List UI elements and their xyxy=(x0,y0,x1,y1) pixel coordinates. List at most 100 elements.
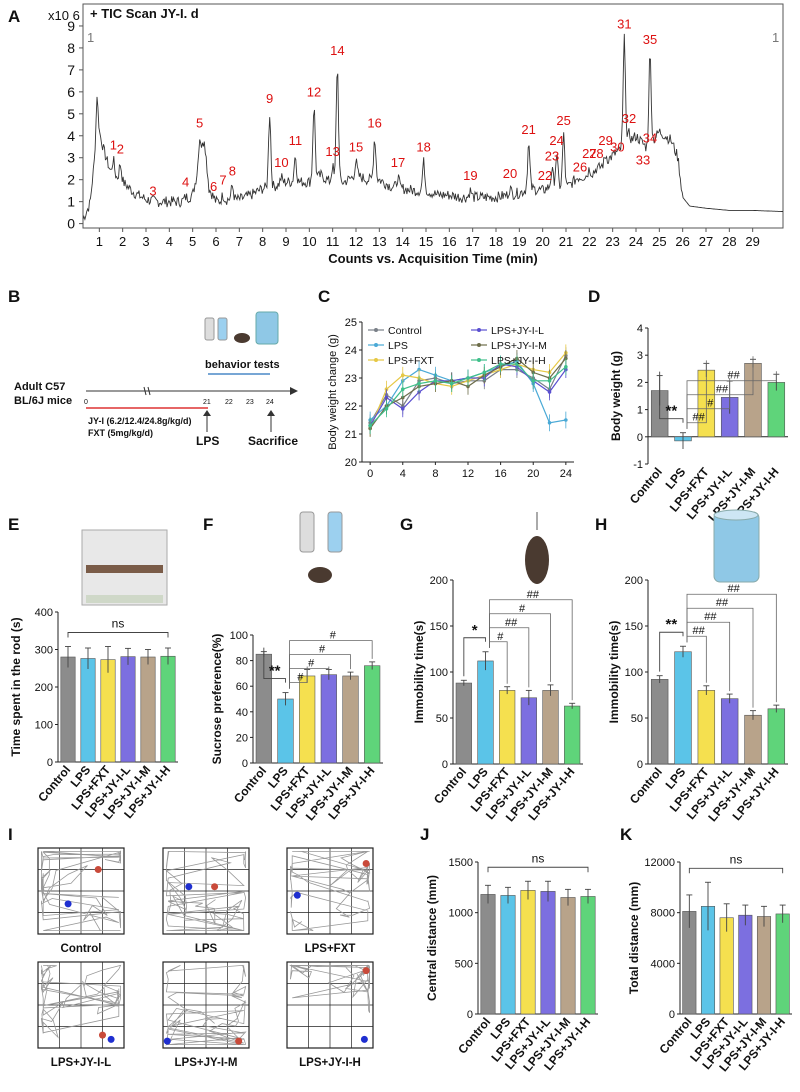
bar xyxy=(480,894,496,1015)
c-data-point xyxy=(564,365,568,369)
panel-letter-g: G xyxy=(400,515,413,534)
bar-category-label: Control xyxy=(656,1015,694,1057)
bar-y-tick-label: 1000 xyxy=(449,908,473,920)
tic-x-tick-label: 16 xyxy=(442,234,456,249)
bar xyxy=(697,690,716,765)
tic-x-tick-label: 2 xyxy=(119,234,126,249)
bar xyxy=(277,698,294,764)
c-legend-label: LPS+JY-I-H xyxy=(491,355,546,367)
tic-peak-label: 35 xyxy=(643,32,657,47)
bar xyxy=(564,705,581,765)
significance-label: # xyxy=(319,644,326,656)
significance-bracket xyxy=(686,593,777,703)
open-field-label: LPS+JY-I-L xyxy=(51,1057,111,1069)
end-point-marker xyxy=(235,1037,243,1045)
bar-y-tick-label: 200 xyxy=(35,682,53,694)
c-data-point xyxy=(466,384,470,389)
tic-peak-label: 21 xyxy=(521,122,535,137)
tic-peak-label: 8 xyxy=(229,164,236,179)
tic-x-tick-label: 20 xyxy=(535,234,549,249)
significance-label: ns xyxy=(112,617,125,631)
bar-category-label: Control xyxy=(431,765,469,807)
tic-peak-label: 29 xyxy=(598,133,612,148)
tic-peak-label: 17 xyxy=(391,155,405,170)
bar xyxy=(674,651,692,765)
tic-x-tick-label: 29 xyxy=(745,234,759,249)
bar xyxy=(580,896,596,1015)
bar-category-label: Control xyxy=(627,465,665,507)
scheme-day-22: 22 xyxy=(225,399,233,406)
c-data-point xyxy=(564,418,568,422)
bar xyxy=(364,665,381,764)
significance-label: ns xyxy=(730,852,743,866)
significance-label: ## xyxy=(716,597,729,609)
c-legend-marker xyxy=(374,328,378,332)
scheme-day-0: 0 xyxy=(84,399,88,406)
tic-y-tick-label: 0 xyxy=(67,216,75,232)
tic-y-tick-label: 3 xyxy=(67,150,75,166)
panel-letter-a: A xyxy=(8,7,20,26)
significance-label: ## xyxy=(716,384,729,396)
end-point-marker xyxy=(94,866,102,873)
tic-x-tick-label: 25 xyxy=(652,234,666,249)
tic-x-tick-label: 14 xyxy=(395,234,409,249)
bar xyxy=(744,714,762,765)
tic-x-tick-label: 24 xyxy=(629,234,643,249)
central-distance-bar-chart: 0 500 1000 1500 Central distance (mm) Control… xyxy=(425,851,598,1074)
bar-y-label: Time spent in the rod (s) xyxy=(9,617,23,756)
tic-corner-label-right: 1 xyxy=(772,30,779,45)
open-field-label: LPS+FXT xyxy=(305,943,356,955)
bar-y-tick-label: 40 xyxy=(236,707,248,719)
tic-y-tick-label: 6 xyxy=(67,84,75,100)
scheme-day-24: 24 xyxy=(266,399,274,406)
significance-label: ## xyxy=(728,583,741,595)
c-data-point xyxy=(547,390,552,394)
bar-category-label: Control xyxy=(35,763,73,805)
c-x-tick-label: 4 xyxy=(400,468,406,480)
tic-peak-label: 30 xyxy=(610,140,624,155)
c-x-tick-label: 24 xyxy=(560,468,572,480)
c-y-tick-label: 20 xyxy=(345,457,357,469)
bar-y-tick-label: 0 xyxy=(47,757,53,769)
significance-bracket xyxy=(487,866,589,873)
tic-peak-label: 33 xyxy=(636,153,650,168)
tic-peak-label: 27 xyxy=(582,146,596,161)
scheme-break-mark xyxy=(143,386,147,396)
tic-peak-label: 14 xyxy=(330,43,344,58)
c-data-point xyxy=(400,387,405,392)
tic-x-tick-label: 9 xyxy=(282,234,289,249)
significance-label: # xyxy=(519,603,526,615)
tic-x-tick-label: 4 xyxy=(166,234,173,249)
end-point-marker xyxy=(99,1031,106,1039)
c-legend-label: LPS+JY-I-M xyxy=(491,340,547,352)
open-field-traces: Control LPS LPS+FXT LPS+JY-I-L LPS+JY-I-M LPS… xyxy=(37,847,374,1069)
tic-frame xyxy=(82,3,784,229)
total-distance-bar-chart: 0 4000 8000 12000 Total distance (mm) Control… xyxy=(627,852,792,1074)
c-data-point xyxy=(400,373,405,378)
c-data-point xyxy=(466,376,470,380)
open-field-label: LPS xyxy=(195,943,218,955)
tic-peak-label: 10 xyxy=(274,155,288,170)
tic-peak-label: 4 xyxy=(182,175,189,190)
significance-label: # xyxy=(707,398,714,410)
tic-x-tick-label: 8 xyxy=(259,234,266,249)
c-data-point xyxy=(433,379,438,383)
start-point-marker xyxy=(185,883,193,891)
bar-y-tick-label: 150 xyxy=(430,621,448,633)
bar xyxy=(767,708,786,765)
tic-peak-label: 12 xyxy=(307,85,321,100)
sucrose-preference-bar-chart: 0 20 40 60 80 100 Sucrose preference(%) Control… xyxy=(210,630,383,823)
tic-x-tick-label: 22 xyxy=(582,234,596,249)
tic-peak-label: 19 xyxy=(463,168,477,183)
body-weight-change-chart: 20 21 22 23 24 25 0 4 8 12 16 20 24 Body weight chang… xyxy=(327,317,574,480)
open-field-trace xyxy=(289,964,371,1013)
bar-y-tick-label: 400 xyxy=(35,607,53,619)
tic-x-tick-label: 6 xyxy=(212,234,219,249)
tic-x-tick-label: 7 xyxy=(236,234,243,249)
c-data-point xyxy=(531,379,536,383)
c-legend-marker xyxy=(477,358,481,362)
start-point-marker xyxy=(163,1037,171,1045)
bar-y-tick-label: 4000 xyxy=(651,958,675,970)
bar-y-label: Immobility time(s) xyxy=(607,621,621,724)
